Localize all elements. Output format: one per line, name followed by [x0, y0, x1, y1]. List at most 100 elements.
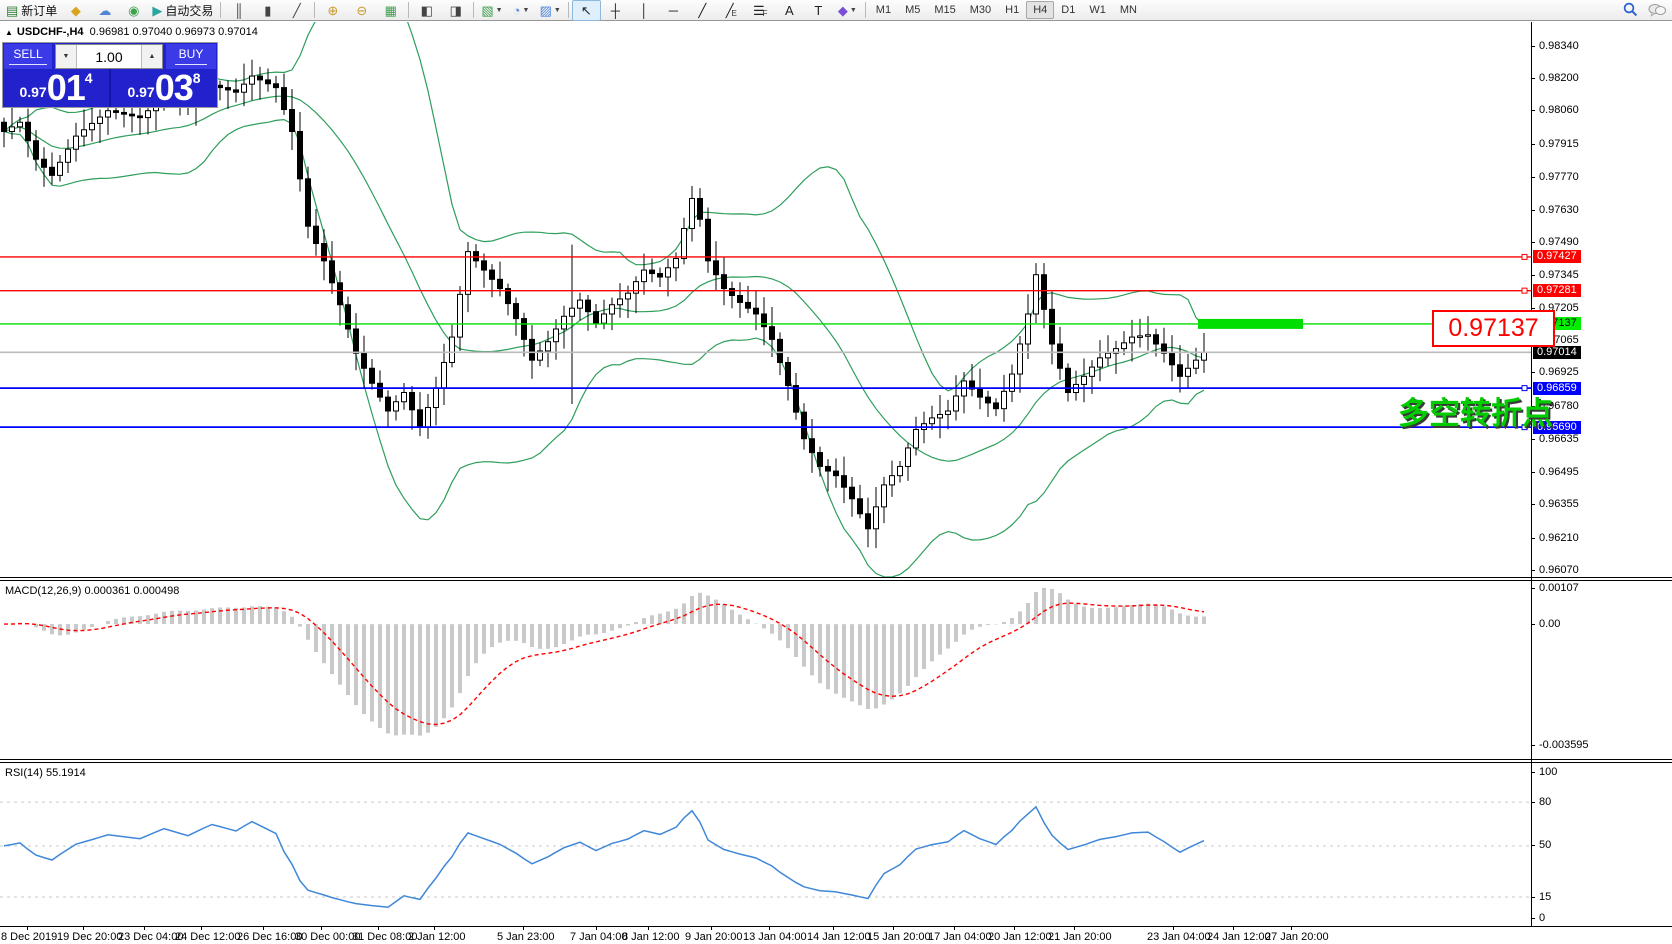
time-axis-label: 15 Jan 20:00	[867, 931, 931, 943]
crosshair-button[interactable]: ┼	[601, 0, 630, 21]
chevron-down-icon: ▼	[495, 6, 503, 14]
volume-input[interactable]: 1.00	[95, 48, 123, 65]
candlestick-chart-icon: ▮	[264, 2, 272, 18]
collapse-icon[interactable]: ▲	[5, 28, 13, 37]
buy-price[interactable]: 0.97 03 8	[127, 67, 201, 108]
macd-label: MACD(12,26,9) 0.000361 0.000498	[5, 585, 180, 597]
line-chart-icon: ╱	[292, 2, 301, 18]
macd-tick-label: -0.003595	[1539, 738, 1589, 751]
horizontal-line-button[interactable]: ─	[659, 0, 688, 21]
panel-separator[interactable]	[0, 762, 1672, 763]
chat-icon[interactable]	[1648, 3, 1666, 22]
autotrading-button[interactable]: ▶ 自动交易	[148, 0, 217, 21]
text-button[interactable]: A	[775, 0, 804, 21]
time-axis-label: 31 Dec 08:00	[352, 931, 418, 943]
new-order-button[interactable]: ▤ 新订单	[2, 0, 61, 21]
symbol-info-line: ▲ USDCHF-,H4 0.96981 0.97040 0.96973 0.97…	[5, 26, 258, 38]
profile-button[interactable]: ☁	[90, 0, 119, 21]
price-tick-label: 0.96495	[1539, 465, 1579, 478]
volume-stepper[interactable]: ▼ 1.00 ▲	[55, 44, 163, 69]
timeframe-h4-button[interactable]: H4	[1026, 1, 1055, 19]
signals-button[interactable]: ◉	[119, 0, 148, 21]
price-tick-label: 0.97345	[1539, 269, 1579, 282]
fibonacci-icon: ☰	[753, 2, 765, 18]
time-axis-label: 21 Jan 20:00	[1048, 931, 1112, 943]
templates-button[interactable]: ▨ ▼	[536, 0, 565, 21]
macd-panel[interactable]	[0, 581, 1672, 760]
timeframe-h1-button[interactable]: H1	[1005, 4, 1020, 16]
price-line-label: 0.97281	[1533, 284, 1581, 298]
tile-windows-button[interactable]: ▦	[376, 0, 405, 21]
timeframe-w1-button[interactable]: W1	[1089, 4, 1106, 16]
rsi-tick-label: 15	[1539, 890, 1552, 903]
equidistant-channel-button[interactable]: ╱ E	[717, 0, 746, 21]
timeframe-m30-button[interactable]: M30	[969, 4, 992, 16]
time-tick	[523, 927, 524, 930]
chart-shift-button[interactable]: ◨	[441, 0, 470, 21]
price-tick-label: 0.96210	[1539, 531, 1579, 544]
autotrading-icon: ▶	[152, 2, 163, 18]
time-tick	[321, 927, 322, 930]
symbol-name: USDCHF-,H4	[16, 26, 84, 38]
cursor-button[interactable]: ↖	[571, 0, 601, 21]
time-tick	[1014, 927, 1015, 930]
price-tick-label: 0.97770	[1539, 171, 1579, 184]
rsi-tick-label: 50	[1539, 839, 1552, 852]
timeframe-m15-button[interactable]: M15	[934, 4, 956, 16]
panel-separator[interactable]	[0, 580, 1672, 581]
main-price-chart[interactable]	[0, 22, 1672, 578]
volume-decrease-button[interactable]: ▼	[56, 45, 77, 68]
equidistant-channel-icon: ╱	[725, 2, 734, 18]
time-axis-label: 23 Dec 04:00	[118, 931, 184, 943]
text-label-button[interactable]: T	[804, 0, 833, 21]
auto-scroll-icon: ◧	[420, 2, 433, 18]
buy-button[interactable]: BUY	[166, 44, 216, 69]
vertical-line-button[interactable]: │	[630, 0, 659, 21]
price-line-label: 0.96859	[1533, 381, 1581, 395]
vertical-line-icon: │	[640, 2, 649, 18]
timeframe-mn-button[interactable]: MN	[1119, 4, 1137, 16]
timeframe-m1-button[interactable]: M1	[875, 4, 892, 16]
crosshair-icon: ┼	[610, 2, 620, 18]
volume-increase-button[interactable]: ▲	[141, 45, 162, 68]
trendline-button[interactable]: ╱	[688, 0, 717, 21]
periods-button[interactable]: ◔ ▼	[507, 0, 536, 21]
market-icon: ◆	[70, 2, 81, 18]
auto-scroll-button[interactable]: ◧	[412, 0, 441, 21]
sell-button[interactable]: SELL	[4, 44, 52, 69]
panel-separator[interactable]	[0, 577, 1672, 578]
candlestick-chart-button[interactable]: ▮	[253, 0, 282, 21]
price-axis[interactable]: 0.98340 0.98200 0.98060 0.97915 0.97770 0.976…	[1531, 22, 1671, 927]
price-tick-label: 0.96070	[1539, 563, 1579, 576]
toolbar-separator	[314, 2, 316, 18]
fibonacci-button[interactable]: ☰ F	[746, 0, 775, 21]
search-icon[interactable]	[1623, 2, 1638, 22]
zoom-out-button[interactable]: ⊖	[347, 0, 376, 21]
new-chart-button[interactable]: ▧ ▼	[477, 0, 506, 21]
zoom-in-button[interactable]: ⊕	[318, 0, 347, 21]
price-callout-box[interactable]: 0.97137	[1432, 310, 1555, 347]
time-tick	[1233, 927, 1234, 930]
price-axis-border	[1531, 22, 1532, 927]
time-tick	[144, 927, 145, 930]
line-chart-button[interactable]: ╱	[282, 0, 311, 21]
panel-separator[interactable]	[0, 759, 1672, 760]
time-axis-label: 17 Jan 04:00	[928, 931, 992, 943]
sell-price[interactable]: 0.97 01 4	[19, 67, 93, 108]
time-axis[interactable]: 8 Dec 2019 19 Dec 20:00 23 Dec 04:00 24 Dec…	[0, 927, 1672, 944]
rsi-panel[interactable]	[0, 763, 1672, 927]
price-tick-label: 0.96635	[1539, 433, 1579, 446]
arrows-button[interactable]: ◆ ▼	[833, 0, 862, 21]
bar-chart-button[interactable]: ║	[224, 0, 253, 21]
timeframe-m5-button[interactable]: M5	[905, 4, 921, 16]
toolbar-separator	[567, 2, 569, 18]
timeframe-d1-button[interactable]: D1	[1061, 4, 1076, 16]
turning-point-annotation[interactable]: 多空转折点	[1398, 396, 1553, 431]
toolbar-separator	[864, 2, 866, 18]
market-button[interactable]: ◆	[61, 0, 90, 21]
time-tick	[954, 927, 955, 930]
rsi-tick-label: 100	[1539, 766, 1558, 779]
cursor-icon: ↖	[580, 2, 592, 18]
autotrading-button-label: 自动交易	[165, 3, 214, 18]
time-tick	[434, 927, 435, 930]
